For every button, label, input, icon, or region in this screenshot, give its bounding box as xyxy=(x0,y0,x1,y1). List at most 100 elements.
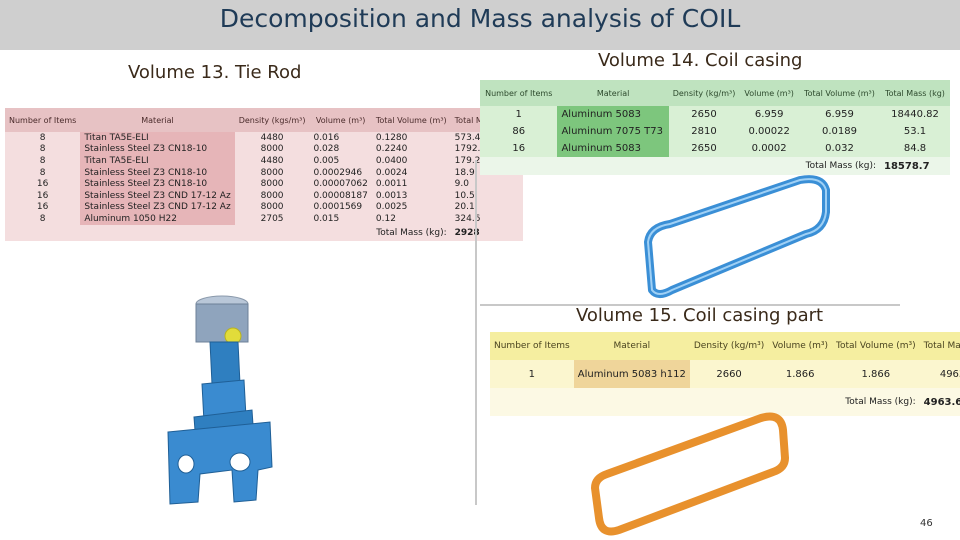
cell-items: 8 xyxy=(5,155,81,167)
cell-volume: 0.0001569 xyxy=(309,201,372,214)
col-header-density: Density (kg/m³) xyxy=(689,332,769,360)
cell-density: 2650 xyxy=(668,140,740,157)
table-row: 86 Aluminum 7075 T73 2810 0.00022 0.0189 53.1 xyxy=(480,123,950,140)
cell-total-mass: 9.0 xyxy=(450,178,523,190)
table-row: 8 Stainless Steel Z3 CN18-10 8000 0.028 0.22… xyxy=(5,143,523,156)
cell-total-mass: 10.5 xyxy=(450,189,523,202)
table-header-row: Number of Items Material Density (kg/m³)… xyxy=(490,332,960,360)
cell-volume: 6.959 xyxy=(739,106,799,123)
table-row: 16 Stainless Steel Z3 CN18-10 8000 0.000070… xyxy=(5,178,523,190)
cell-density: 8000 xyxy=(234,189,310,202)
total-mass-row: Total Mass (kg): 18578.7 xyxy=(480,157,950,175)
cell-material: Aluminum 7075 T73 xyxy=(557,123,669,140)
total-mass-label: Total Mass (kg): xyxy=(805,161,877,171)
cell-material: Stainless Steel Z3 CND 17-12 Az xyxy=(80,201,235,214)
cell-total-volume: 0.0400 xyxy=(371,155,451,167)
col-header-volume: Volume (m³) xyxy=(768,332,833,360)
cell-volume: 0.028 xyxy=(309,143,372,156)
cell-volume: 0.015 xyxy=(309,213,372,225)
col-header-items: Number of Items xyxy=(480,80,558,106)
coil-casing-render xyxy=(644,175,830,298)
cell-total-volume: 0.0024 xyxy=(371,166,451,179)
cell-material: Stainless Steel Z3 CN18-10 xyxy=(80,166,235,179)
table-row: 1 Aluminum 5083 2650 6.959 6.959 18440.82 xyxy=(480,106,950,123)
volume13-mass-table: Number of Items Material Density (kgs/m³… xyxy=(5,108,523,241)
cell-material: Aluminum 5083 xyxy=(557,106,669,123)
tie-rod-render xyxy=(167,295,273,505)
cell-density: 2650 xyxy=(668,106,740,123)
volume14-heading: Volume 14. Coil casing xyxy=(598,50,803,71)
cell-items: 16 xyxy=(5,201,81,214)
cell-volume: 0.005 xyxy=(309,155,372,167)
table-header-row: Number of Items Material Density (kg/m³)… xyxy=(480,80,950,106)
cell-items: 8 xyxy=(5,143,81,156)
col-header-density: Density (kg/m³) xyxy=(668,80,740,106)
table-row: 8 Titan TA5E-ELI 4480 0.005 0.0400 179.2 xyxy=(5,155,523,167)
cell-density: 8000 xyxy=(234,201,310,214)
cell-total-volume: 0.0189 xyxy=(798,123,881,140)
cell-total-volume: 0.0013 xyxy=(371,189,451,202)
cell-density: 8000 xyxy=(234,178,310,190)
title-bar xyxy=(0,0,960,50)
volume15-heading: Volume 15. Coil casing part xyxy=(576,305,824,326)
col-header-volume: Volume (m³) xyxy=(739,80,799,106)
vertical-divider xyxy=(475,160,477,505)
cell-density: 4480 xyxy=(234,155,310,167)
cell-material: Stainless Steel Z3 CN18-10 xyxy=(80,143,235,156)
col-header-total-mass: Total Mass (kg) xyxy=(880,80,950,106)
total-mass-value: 2928 xyxy=(454,227,480,238)
cell-volume: 0.00008187 xyxy=(309,189,372,202)
cell-material: Titan TA5E-ELI xyxy=(80,155,235,167)
cell-items: 16 xyxy=(5,189,81,202)
cell-total-mass: 4963.6 xyxy=(919,360,960,388)
total-mass-value: 4963.6 xyxy=(923,396,960,408)
volume15-mass-table: Number of Items Material Density (kg/m³)… xyxy=(490,332,960,416)
cell-total-mass: 20.1 xyxy=(450,201,523,214)
horizontal-divider xyxy=(480,304,900,306)
total-mass-label: Total Mass (kg): xyxy=(376,227,447,238)
cell-total-volume: 0.0011 xyxy=(371,178,451,190)
cell-total-volume: 0.12 xyxy=(371,213,451,225)
col-header-total-mass: Total Mass (kg) xyxy=(919,332,960,360)
cell-total-mass: 324.6 xyxy=(450,213,523,225)
cell-total-mass: 84.8 xyxy=(880,140,950,157)
table-row: 8 Stainless Steel Z3 CN18-10 8000 0.0002946… xyxy=(5,166,523,179)
col-header-material: Material xyxy=(80,108,235,132)
cell-volume: 1.866 xyxy=(768,360,833,388)
cell-total-volume: 0.0025 xyxy=(371,201,451,214)
cell-volume: 0.016 xyxy=(309,132,372,144)
cell-total-volume: 6.959 xyxy=(798,106,881,123)
table-row: 16 Aluminum 5083 2650 0.0002 0.032 84.8 xyxy=(480,140,950,157)
cell-items: 16 xyxy=(480,140,558,157)
cell-items: 16 xyxy=(5,178,81,190)
cell-volume: 0.0002946 xyxy=(309,166,372,179)
cell-items: 8 xyxy=(5,166,81,179)
col-header-total-volume: Total Volume (m³) xyxy=(371,108,451,132)
cell-density: 2705 xyxy=(234,213,310,225)
volume13-heading: Volume 13. Tie Rod xyxy=(128,62,302,83)
col-header-total-volume: Total Volume (m³) xyxy=(832,332,920,360)
table-header-row: Number of Items Material Density (kgs/m³… xyxy=(5,108,523,132)
cell-material: Stainless Steel Z3 CN18-10 xyxy=(80,178,235,190)
cell-total-volume: 0.032 xyxy=(798,140,881,157)
cell-density: 8000 xyxy=(234,166,310,179)
cell-total-mass: 18440.82 xyxy=(880,106,950,123)
table-row: 16 Stainless Steel Z3 CND 17-12 Az 8000 0.0… xyxy=(5,201,523,214)
cell-material: Aluminum 1050 H22 xyxy=(80,213,235,225)
table-row: 8 Aluminum 1050 H22 2705 0.015 0.12 324.6 xyxy=(5,213,523,225)
cell-total-mass: 53.1 xyxy=(880,123,950,140)
slide-title: Decomposition and Mass analysis of COIL xyxy=(219,4,741,33)
cell-density: 2660 xyxy=(689,360,769,388)
cell-items: 8 xyxy=(5,213,81,225)
cell-material: Titan TA5E-ELI xyxy=(80,132,235,144)
col-header-density: Density (kgs/m³) xyxy=(234,108,310,132)
page-number: 46 xyxy=(920,518,933,529)
total-mass-value: 18578.7 xyxy=(884,160,930,172)
cell-items: 1 xyxy=(480,106,558,123)
table-row: 16 Stainless Steel Z3 CND 17-12 Az 8000 0.0… xyxy=(5,189,523,202)
col-header-total-volume: Total Volume (m³) xyxy=(798,80,881,106)
cell-volume: 0.0002 xyxy=(739,140,799,157)
volume14-mass-table: Number of Items Material Density (kg/m³)… xyxy=(480,80,950,175)
col-header-material: Material xyxy=(557,80,669,106)
